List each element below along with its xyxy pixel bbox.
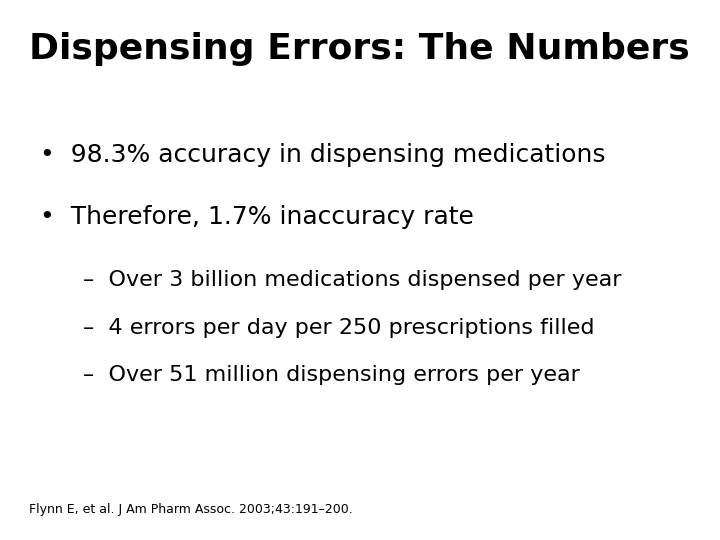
Text: –  4 errors per day per 250 prescriptions filled: – 4 errors per day per 250 prescriptions…	[83, 318, 594, 338]
Text: –  Over 51 million dispensing errors per year: – Over 51 million dispensing errors per …	[83, 365, 580, 385]
Text: •  98.3% accuracy in dispensing medications: • 98.3% accuracy in dispensing medicatio…	[40, 143, 605, 167]
Text: –  Over 3 billion medications dispensed per year: – Over 3 billion medications dispensed p…	[83, 270, 621, 290]
Text: Dispensing Errors: The Numbers: Dispensing Errors: The Numbers	[29, 32, 690, 66]
Text: Flynn E, et al. J Am Pharm Assoc. 2003;43:191–200.: Flynn E, et al. J Am Pharm Assoc. 2003;4…	[29, 503, 353, 516]
Text: •  Therefore, 1.7% inaccuracy rate: • Therefore, 1.7% inaccuracy rate	[40, 205, 474, 229]
